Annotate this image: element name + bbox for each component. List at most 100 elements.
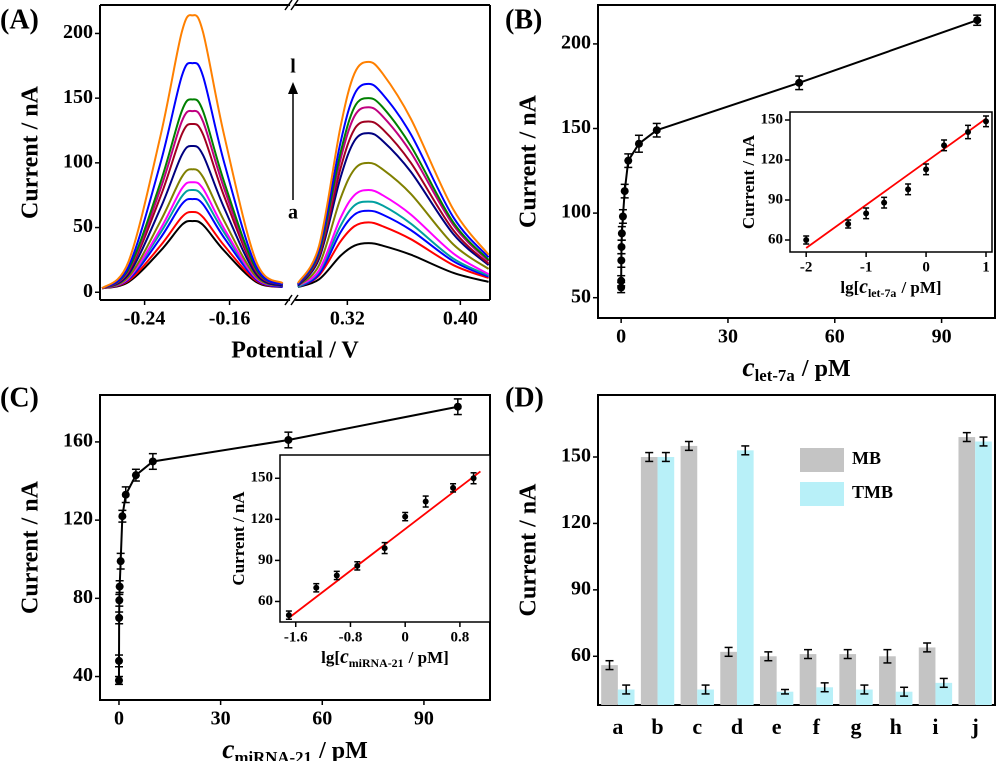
annotation: a [288,202,298,224]
x-tick-label: b [651,714,663,739]
x-tick-label: a [612,714,623,739]
legend-swatch [800,448,844,472]
point [795,78,804,87]
x-tick-label: -0.8 [339,629,363,645]
point [453,402,462,411]
x-tick-label: j [970,714,978,739]
point [618,212,627,221]
x-axis-title-part: lg[ [321,648,340,667]
point [863,210,870,217]
y-tick-label: 150 [561,116,591,138]
point [313,584,320,591]
point [148,457,157,466]
bar [657,457,675,705]
x-tick-label: -0.16 [209,308,251,330]
error-bar [900,686,909,697]
point [634,139,643,148]
x-tick-label: 60 [825,326,845,348]
point [116,557,125,566]
curve [101,181,283,290]
x-tick-label: d [731,714,743,739]
y-tick-label: 120 [63,508,93,530]
point [131,471,140,480]
curve [297,209,489,288]
y-axis-title: Current / nA [229,491,248,586]
x-axis-title: clet-7a / pM [742,351,850,385]
error-bar [724,646,733,658]
point [881,199,888,206]
y-tick-label: 50 [73,215,93,237]
curve [297,189,490,287]
x-tick-label: -1 [860,259,873,275]
curve [101,98,284,290]
bar [759,656,777,705]
point [617,242,626,251]
curve [297,120,490,286]
bar [720,651,737,705]
x-axis-title-part: let-7a [868,286,896,300]
x-tick-label: 60 [312,708,332,730]
y-tick-label: 100 [63,150,93,172]
error-bar [843,648,852,660]
y-axis-title: Current / nA [18,85,44,219]
x-tick-label: i [932,714,938,739]
x-tick-label: 0 [922,259,930,275]
point [652,126,661,135]
bar [697,689,714,705]
curve [297,60,490,284]
axis-frame [279,454,491,623]
x-axis-title-part: let-7a [755,366,796,385]
error-bar [860,684,869,695]
x-tick-label: 0.32 [330,308,365,330]
point [905,186,912,193]
curve [101,168,283,290]
bar [918,647,936,705]
legend-label: MB [852,448,881,468]
x-tick-label: -1.6 [284,629,308,645]
point [354,562,361,569]
x-axis-title-part: c [742,351,754,382]
x-tick-label: 1 [982,259,990,275]
curve [101,61,284,290]
x-axis-title-part: / pM] [900,278,941,297]
bar [935,682,953,705]
y-tick-label: 200 [561,32,591,54]
point [983,118,990,125]
curve [101,219,283,290]
bar [736,450,754,705]
bar [958,437,976,705]
legend-label: TMB [852,482,893,502]
bar [879,656,896,705]
x-tick-label: -2 [800,259,813,275]
y-tick-label: 60 [768,231,783,247]
x-tick-label: e [772,714,782,739]
y-tick-label: 0 [83,280,93,302]
point [620,187,629,196]
y-tick-label: 150 [251,470,274,486]
curve [101,109,284,290]
x-axis-title-part: c [340,647,349,668]
point [284,435,293,444]
x-axis-title: Potential / V [231,338,359,364]
point [402,513,409,520]
curve [297,242,489,289]
y-tick-label: 150 [561,445,591,467]
point [114,676,123,685]
point [118,512,127,521]
fit-line [805,117,987,249]
bar [799,654,817,705]
point [965,129,972,135]
point [333,572,340,579]
y-axis-title: Current / nA [516,483,542,617]
y-tick-label: 90 [258,552,273,568]
curve [101,122,284,290]
point [973,16,982,25]
panel-label: (D) [505,382,544,413]
bar [776,691,794,705]
x-tick-label: g [851,714,862,739]
y-axis-title: Current / nA [516,94,542,228]
curve [101,14,284,290]
point [115,596,124,605]
point [115,582,124,591]
x-axis-title-part: c [222,733,234,761]
